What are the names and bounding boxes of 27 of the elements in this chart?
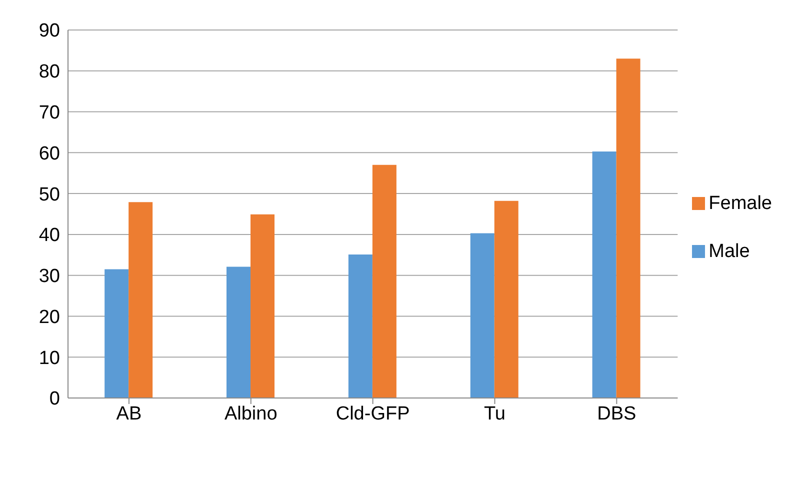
- x-tick-label: Tu: [484, 403, 506, 424]
- y-tick-label: 30: [38, 266, 60, 288]
- bar: [470, 233, 494, 398]
- x-tick-label: Albino: [224, 403, 278, 424]
- y-tick-label: 0: [49, 388, 60, 410]
- x-tick-label: AB: [116, 403, 142, 424]
- y-tick-label: 20: [38, 306, 60, 328]
- bar: [104, 269, 129, 398]
- bar: [494, 200, 518, 398]
- legend-label: Female: [708, 193, 772, 214]
- bar: [372, 164, 396, 398]
- y-tick-label: 70: [38, 102, 60, 124]
- bar: [250, 214, 275, 398]
- bar: [592, 151, 616, 398]
- legend-label: Male: [708, 241, 750, 262]
- bar: [128, 202, 153, 398]
- y-tick-label: 40: [38, 225, 60, 246]
- bar: [226, 266, 251, 398]
- y-tick-label: 60: [38, 143, 60, 164]
- y-tick-label: 90: [38, 20, 60, 42]
- y-tick-label: 10: [38, 348, 60, 369]
- bar: [616, 58, 640, 398]
- bar: [348, 254, 372, 398]
- y-tick-label: 50: [38, 184, 60, 206]
- x-tick-label: Cld-GFP: [336, 403, 410, 424]
- y-tick-label: 80: [38, 62, 60, 83]
- x-tick-label: DBS: [597, 403, 636, 424]
